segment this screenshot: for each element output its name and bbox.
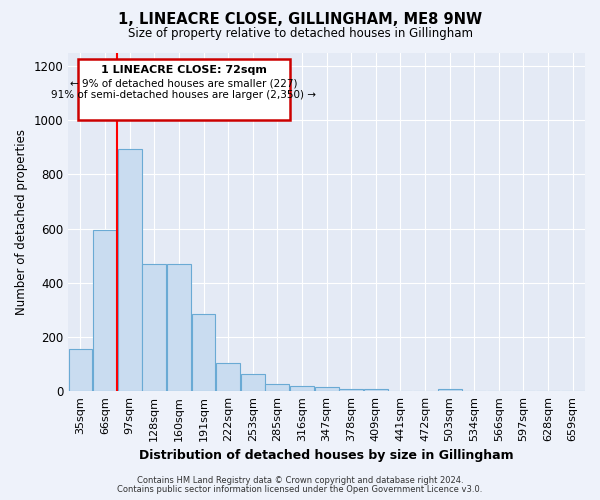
FancyBboxPatch shape [78,60,290,120]
Bar [265,384,289,391]
Bar [216,364,240,391]
Bar [438,390,461,391]
Bar [364,390,388,391]
Bar [167,264,191,391]
Bar [68,349,92,391]
Text: 91% of semi-detached houses are larger (2,350) →: 91% of semi-detached houses are larger (… [52,90,316,101]
Text: 1, LINEACRE CLOSE, GILLINGHAM, ME8 9NW: 1, LINEACRE CLOSE, GILLINGHAM, ME8 9NW [118,12,482,28]
Bar [290,386,314,391]
Bar [314,387,338,391]
Bar [118,149,142,391]
Text: 1 LINEACRE CLOSE: 72sqm: 1 LINEACRE CLOSE: 72sqm [101,64,267,74]
Bar [339,390,363,391]
Bar [93,230,117,391]
Text: Size of property relative to detached houses in Gillingham: Size of property relative to detached ho… [128,28,473,40]
Bar [191,314,215,391]
Text: Contains HM Land Registry data © Crown copyright and database right 2024.: Contains HM Land Registry data © Crown c… [137,476,463,485]
Bar [241,374,265,391]
Text: Contains public sector information licensed under the Open Government Licence v3: Contains public sector information licen… [118,485,482,494]
X-axis label: Distribution of detached houses by size in Gillingham: Distribution of detached houses by size … [139,450,514,462]
Y-axis label: Number of detached properties: Number of detached properties [15,129,28,315]
Bar [142,264,166,391]
Text: ← 9% of detached houses are smaller (227): ← 9% of detached houses are smaller (227… [70,78,298,88]
